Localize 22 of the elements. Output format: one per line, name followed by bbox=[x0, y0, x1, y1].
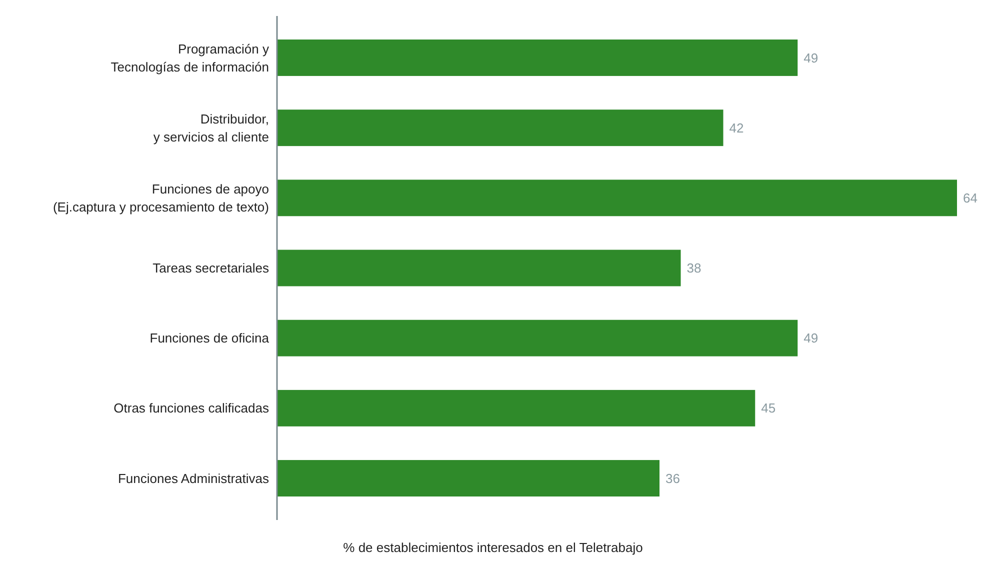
bar bbox=[277, 250, 681, 286]
y-tick-label: Funciones Administrativas bbox=[118, 470, 270, 486]
y-tick-label: Funciones de oficina bbox=[150, 330, 270, 346]
data-label: 49 bbox=[804, 330, 818, 346]
bar bbox=[277, 320, 798, 356]
y-tick-label: Tareas secretariales bbox=[152, 260, 270, 276]
y-tick-label: Programación y Tecnologías de información bbox=[110, 41, 270, 74]
data-label: 42 bbox=[729, 120, 744, 136]
data-label: 49 bbox=[804, 50, 818, 66]
x-axis-title: % de establecimientos interesados en el Teletrabajo bbox=[343, 540, 643, 555]
y-tick-label: Distribuidor, y servicios al cliente bbox=[153, 111, 269, 144]
bar bbox=[277, 40, 798, 76]
y-tick-label: Otras funciones calificadas bbox=[114, 400, 270, 416]
data-label: 64 bbox=[963, 190, 978, 206]
bar bbox=[277, 180, 957, 216]
bar bbox=[277, 110, 724, 146]
data-label: 36 bbox=[666, 470, 680, 486]
bar bbox=[277, 390, 756, 426]
data-label: 38 bbox=[686, 260, 702, 276]
data-label: 45 bbox=[761, 400, 776, 416]
y-tick-label: Funciones de apoyo (Ej.captura y procesamiento de texto) bbox=[52, 181, 269, 214]
bar bbox=[277, 460, 660, 496]
